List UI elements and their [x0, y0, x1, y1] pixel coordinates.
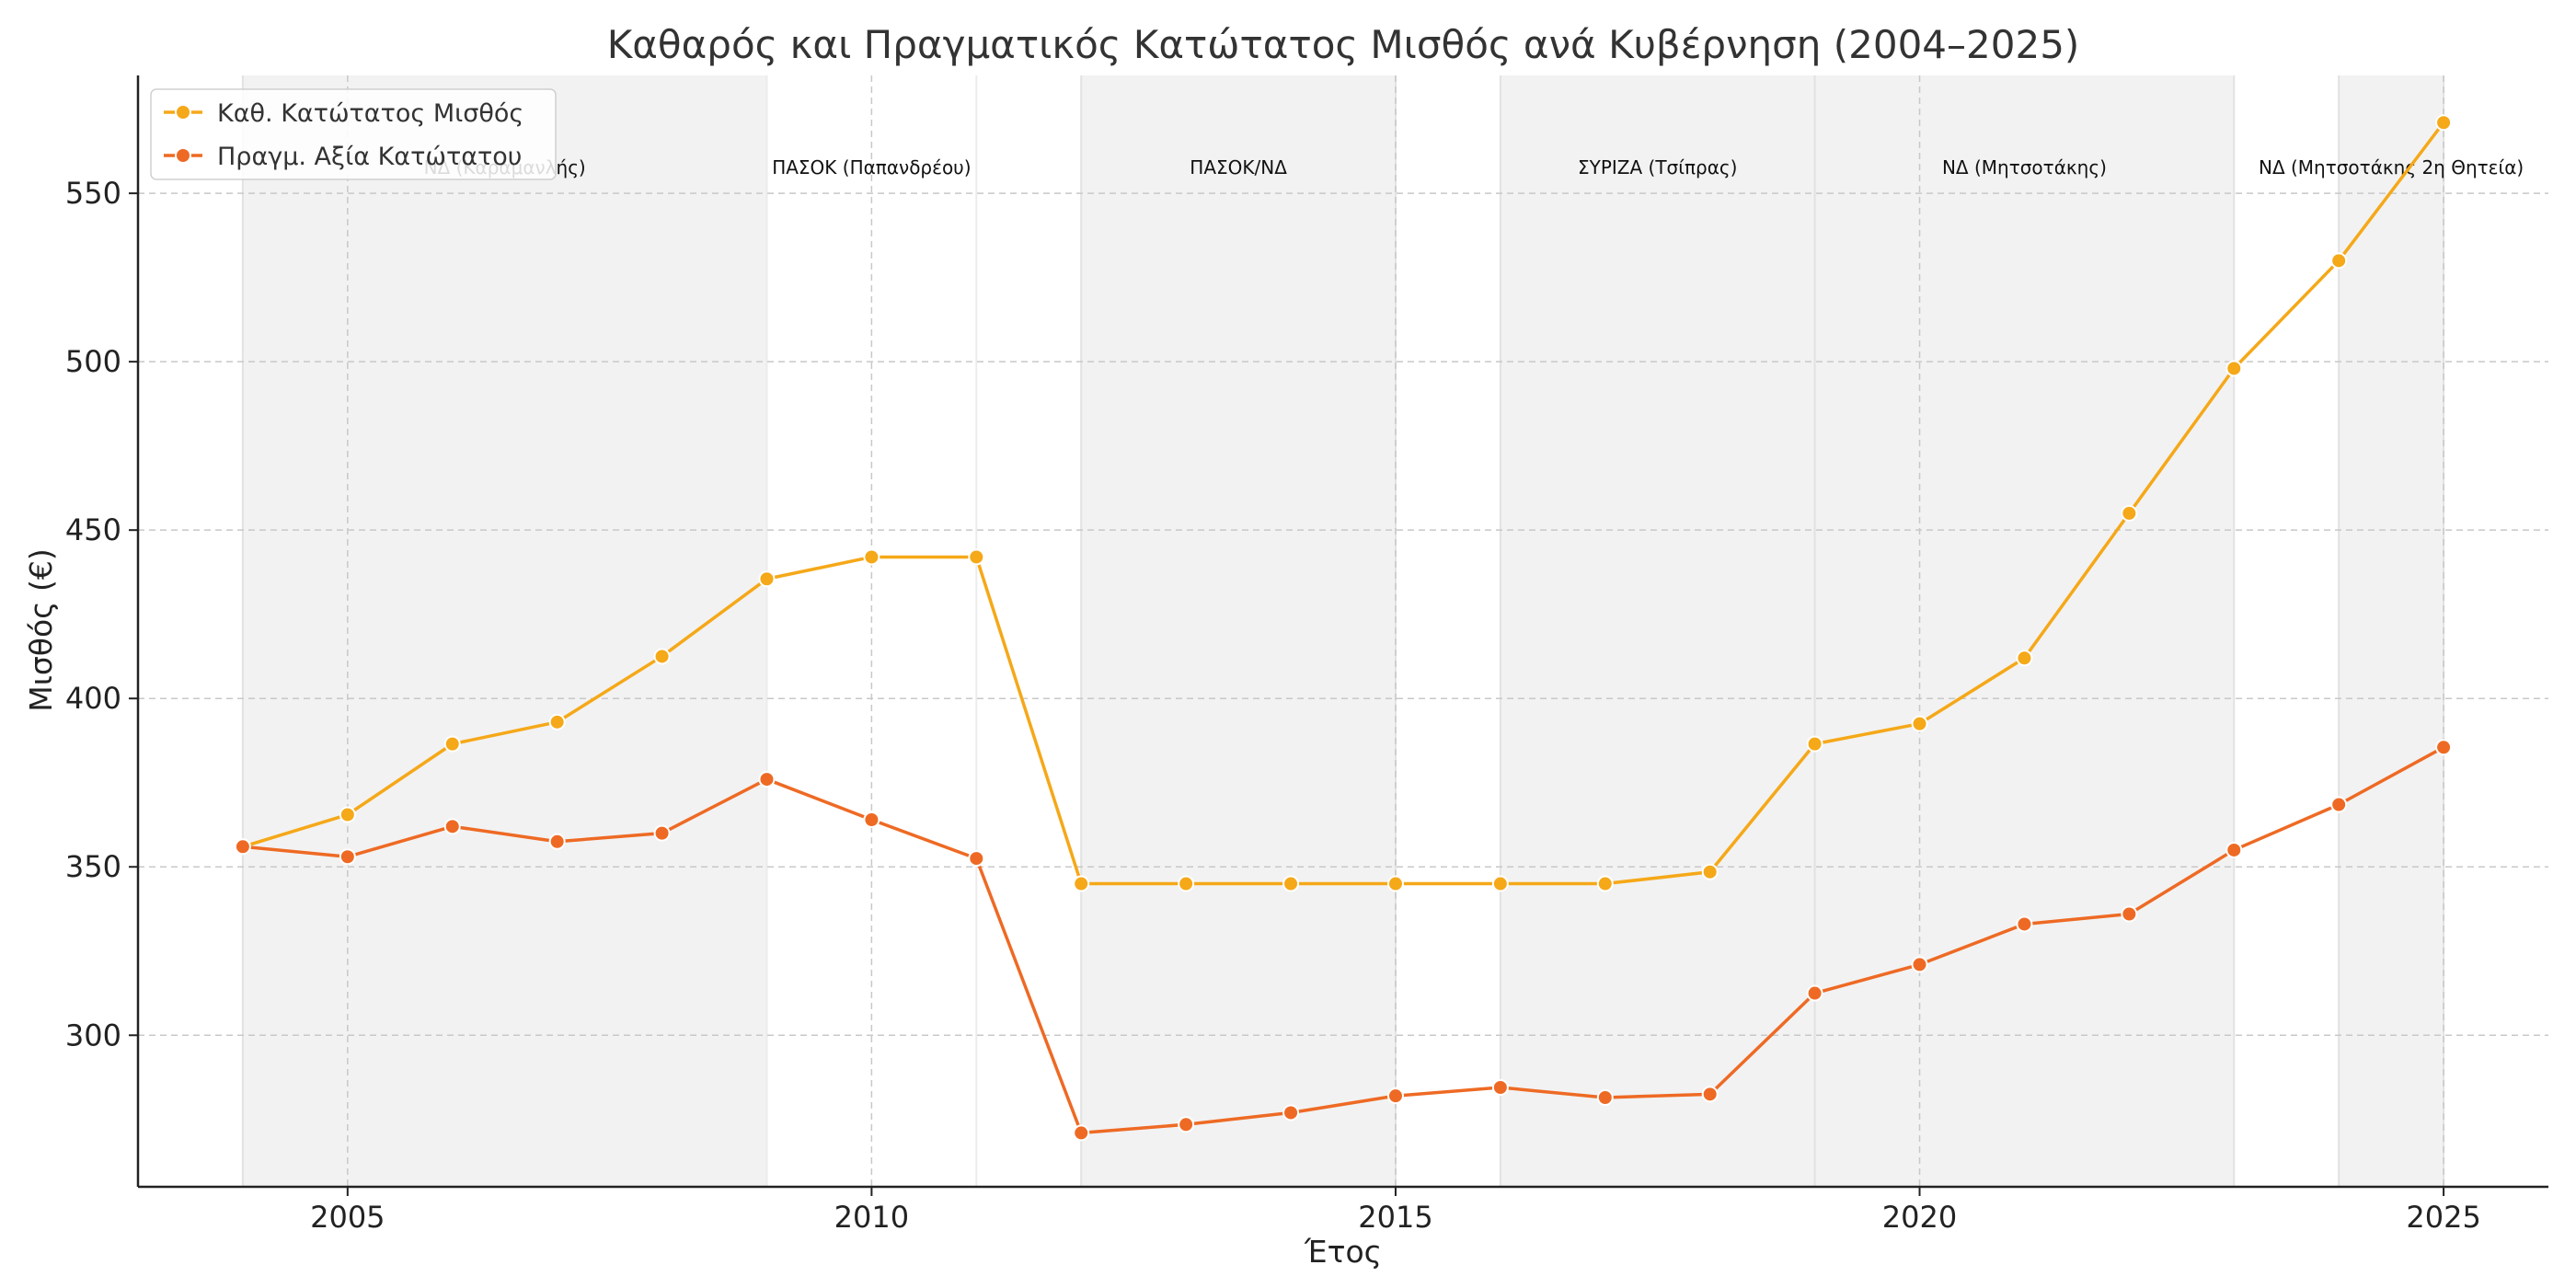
data-point	[758, 771, 776, 788]
series-line	[242, 745, 2444, 1135]
legend-entry-label: Καθ. Κατώτατος Μισθός	[217, 99, 523, 128]
data-point	[1596, 875, 1614, 892]
data-point	[548, 713, 566, 730]
data-point	[1911, 715, 1928, 732]
legend: Καθ. Κατώτατος Μισθός Πραγμ. Αξία Κατώτατ…	[150, 88, 557, 180]
government-band	[1814, 75, 2235, 1187]
chart-title: Καθαρός και Πραγματικός Κατώτατος Μισθός…	[607, 22, 2080, 67]
data-point	[1701, 1086, 1719, 1103]
data-point	[443, 735, 461, 753]
government-label: ΠΑΣΟΚ/ΝΔ	[1190, 156, 1287, 178]
data-point	[548, 833, 566, 850]
data-point	[863, 811, 880, 828]
grid-lines	[138, 75, 2548, 1187]
data-point	[758, 570, 776, 588]
data-point	[339, 848, 356, 866]
government-band	[242, 75, 767, 1187]
government-label: ΝΔ (Μητσοτάκης 2η Θητεία)	[2259, 156, 2524, 178]
y-tick-label: 300	[65, 1018, 121, 1052]
data-point	[1596, 1088, 1614, 1106]
government-band	[1081, 75, 1396, 1187]
data-point	[2121, 905, 2138, 923]
data-point	[2330, 796, 2348, 813]
y-tick-label: 500	[65, 344, 121, 379]
legend-swatch-marker	[175, 104, 191, 121]
data-point	[653, 648, 671, 665]
data-point	[968, 850, 985, 868]
data-point	[339, 806, 356, 823]
series-line	[242, 121, 2445, 886]
data-point	[653, 824, 671, 842]
data-point	[2435, 739, 2453, 756]
data-point	[1491, 875, 1509, 892]
data-point	[2225, 360, 2243, 377]
government-label: ΣΥΡΙΖΑ (Τσίπρας)	[1578, 156, 1737, 178]
y-tick-label: 550	[65, 176, 121, 211]
government-band	[2339, 75, 2444, 1187]
government-band	[1500, 75, 1815, 1187]
data-point	[1911, 956, 1928, 973]
x-axis-label: Έτος	[1304, 1234, 1382, 1270]
y-axis-label: Μισθός (€)	[23, 548, 59, 712]
data-point	[1282, 1104, 1300, 1121]
data-point	[443, 818, 461, 835]
data-point	[1701, 863, 1719, 880]
y-tick-label: 400	[65, 681, 121, 716]
axes	[129, 75, 2548, 1196]
data-point	[1806, 735, 1823, 753]
legend-box	[150, 88, 557, 180]
data-point	[2330, 252, 2348, 270]
government-label: ΝΔ (Μητσοτάκης)	[1942, 156, 2107, 178]
tick-labels: 2005 2010 2015 2020 2025 300 350 400 450 500 550	[65, 176, 2481, 1235]
data-point	[234, 838, 251, 856]
government-bands	[241, 75, 2445, 1187]
series-layer	[234, 114, 2453, 1142]
data-point	[2225, 841, 2243, 858]
data-point	[1178, 1116, 1195, 1133]
data-point	[968, 548, 985, 566]
y-tick-label: 450	[65, 512, 121, 547]
data-point	[2016, 915, 2033, 933]
data-point	[1491, 1079, 1509, 1097]
x-tick-label: 2020	[1882, 1200, 1957, 1235]
data-point	[1282, 875, 1300, 892]
government-label: ΠΑΣΟΚ (Παπανδρέου)	[772, 156, 971, 178]
legend-swatch-marker	[175, 147, 191, 164]
data-point	[2121, 504, 2138, 522]
data-point	[2435, 114, 2453, 132]
data-point	[1806, 984, 1823, 1002]
data-point	[1386, 875, 1404, 892]
data-point	[1178, 875, 1195, 892]
data-point	[863, 548, 880, 566]
x-tick-label: 2005	[310, 1200, 385, 1235]
x-tick-label: 2015	[1358, 1200, 1432, 1235]
y-tick-label: 350	[65, 849, 121, 884]
data-point	[1073, 875, 1090, 892]
x-tick-label: 2025	[2406, 1200, 2480, 1235]
data-point	[1386, 1087, 1404, 1105]
x-tick-label: 2010	[834, 1200, 909, 1235]
legend-entry-label: Πραγμ. Αξία Κατώτατου	[217, 143, 522, 171]
data-point	[1073, 1124, 1090, 1142]
data-point	[2016, 650, 2033, 667]
